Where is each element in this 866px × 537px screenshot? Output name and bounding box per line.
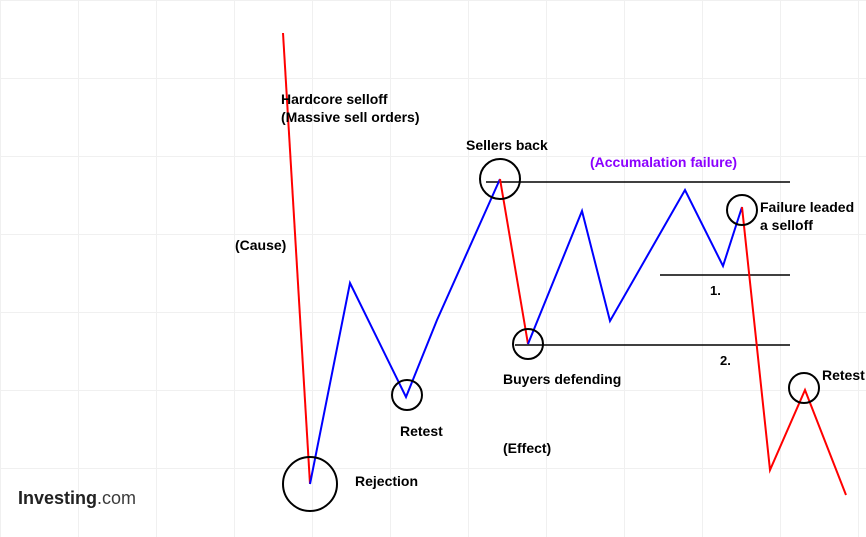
label-retest-1: Retest	[400, 423, 443, 441]
chart-svg	[0, 0, 866, 537]
label-failure-selloff: Failure leaded a selloff	[760, 199, 854, 234]
logo-light: .com	[97, 488, 136, 508]
marker-circles	[283, 159, 819, 511]
label-retest-2: Retest	[822, 367, 865, 385]
label-sellers-back: Sellers back	[466, 137, 548, 155]
horizontal-lines	[486, 182, 790, 345]
label-cause: (Cause)	[235, 237, 286, 255]
label-rejection: Rejection	[355, 473, 418, 491]
label-hardcore-selloff: Hardcore selloff (Massive sell orders)	[281, 91, 420, 126]
label-one: 1.	[710, 283, 721, 299]
label-buyers-defending: Buyers defending	[503, 371, 621, 389]
label-accumulation-failure: (Accumalation failure)	[590, 154, 737, 172]
investing-logo: Investing.com	[18, 488, 136, 509]
label-effect: (Effect)	[503, 440, 551, 458]
logo-bold: Investing	[18, 488, 97, 508]
label-two: 2.	[720, 353, 731, 369]
